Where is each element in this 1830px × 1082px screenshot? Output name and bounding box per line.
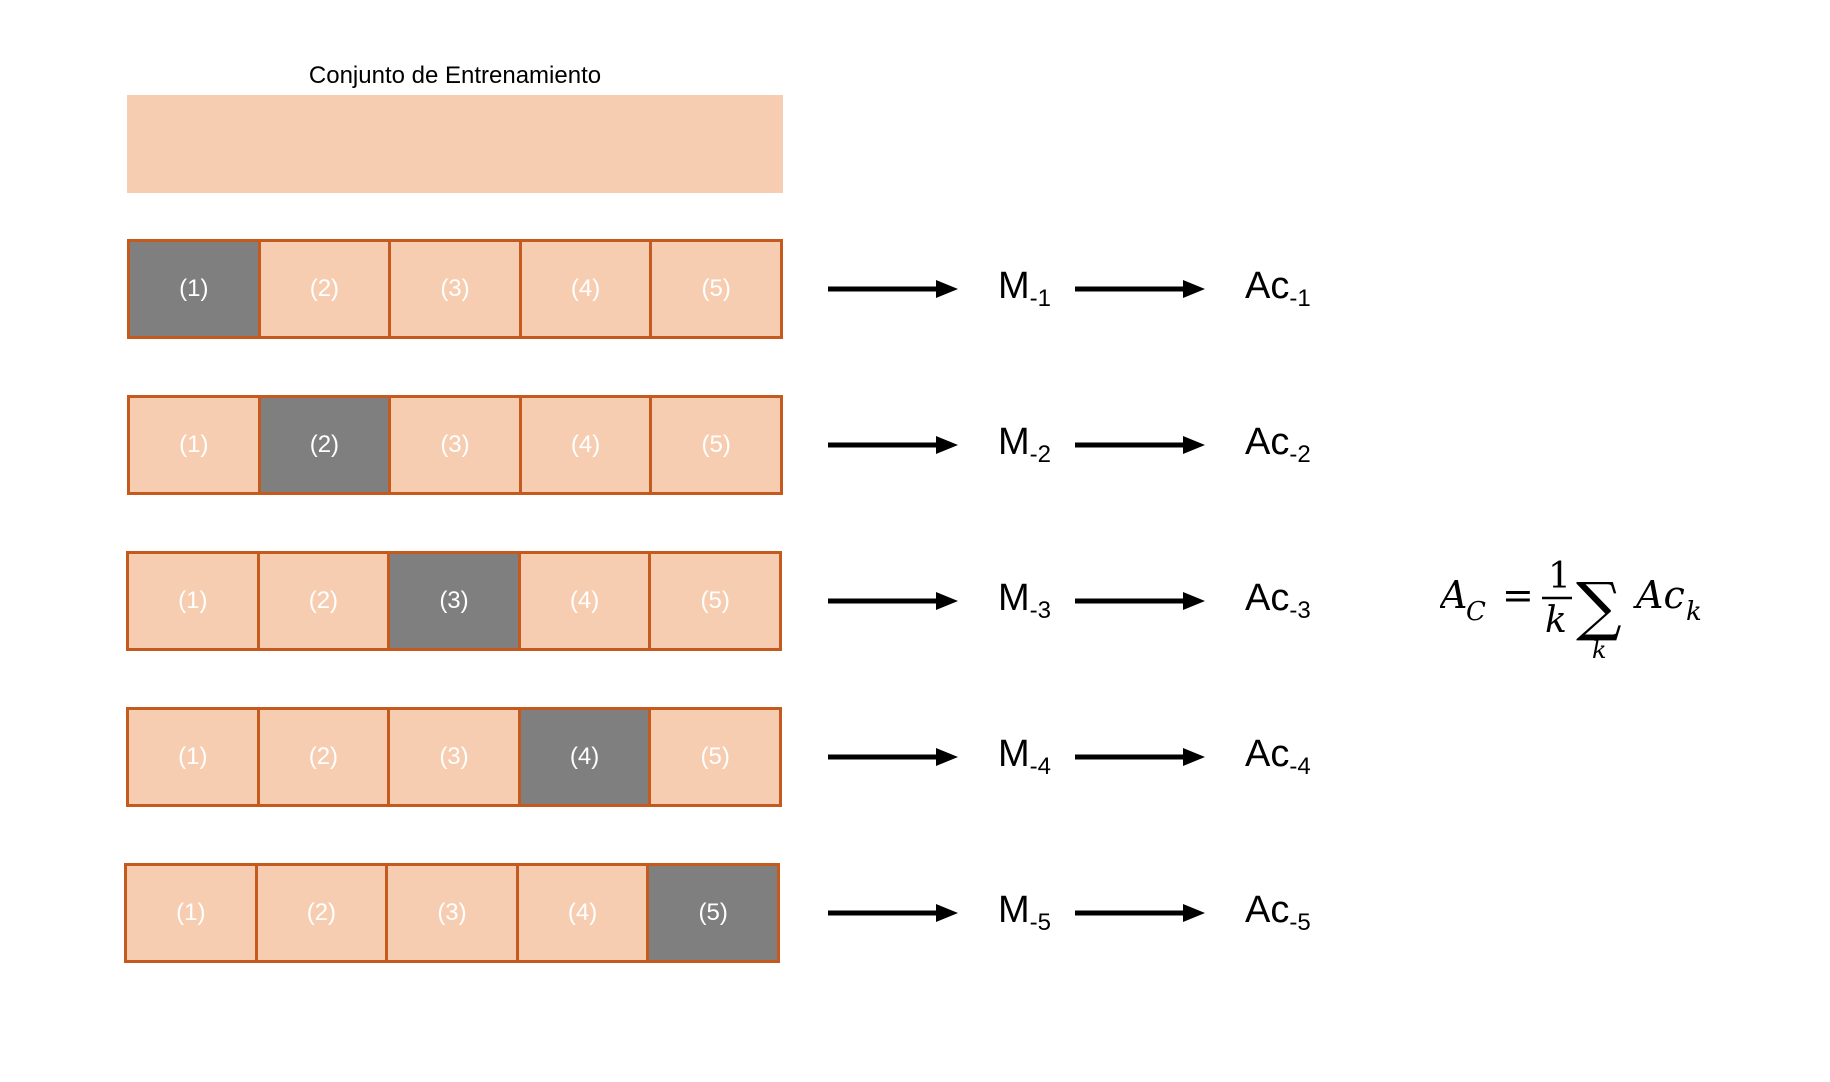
train-fold: (3) — [391, 398, 522, 492]
accuracy-label-text: Ac — [1245, 733, 1290, 775]
accuracy-label-sub: -2 — [1289, 441, 1311, 468]
train-fold: (2) — [257, 866, 389, 960]
test-fold: (4) — [520, 710, 652, 804]
model-label-text: M — [998, 265, 1030, 307]
training-set-bar — [127, 95, 783, 193]
arrow-to-model — [828, 904, 958, 922]
train-fold: (3) — [390, 710, 521, 804]
model-label-text: M — [998, 733, 1030, 775]
formula-term: Ac — [1633, 573, 1685, 617]
train-fold: (2) — [259, 710, 391, 804]
arrow-to-accuracy — [1075, 904, 1205, 922]
train-fold: (3) — [388, 866, 519, 960]
arrow-to-model — [828, 280, 958, 298]
accuracy-label-sub: -4 — [1289, 753, 1311, 780]
train-fold: (4) — [518, 866, 650, 960]
train-fold: (2) — [260, 242, 392, 336]
accuracy-label-sub: -1 — [1289, 285, 1311, 312]
training-set-title: Conjunto de Entrenamiento — [308, 62, 602, 89]
train-fold: (1) — [129, 710, 260, 804]
formula-lhs-sub: C — [1466, 597, 1486, 627]
fold-row-5: (1) (2) (3) (4) (5) — [124, 863, 780, 963]
test-fold: (2) — [260, 398, 392, 492]
accuracy-label-text: Ac — [1245, 889, 1290, 931]
arrow-to-model — [828, 436, 958, 454]
formula-sum-symbol: ∑ — [1576, 570, 1622, 644]
cv-accuracy-formula: A C = 1 k ∑ k Ac k — [1440, 556, 1702, 664]
train-fold: (2) — [259, 554, 391, 648]
accuracy-label: Ac-4 — [1245, 735, 1311, 779]
arrow-to-accuracy — [1075, 280, 1205, 298]
model-label: M-2 — [998, 423, 1051, 467]
model-label: M-3 — [998, 579, 1051, 623]
model-label-text: M — [998, 577, 1030, 619]
formula-lhs: A — [1440, 573, 1467, 617]
fold-row-4: (1) (2) (3) (4) (5) — [126, 707, 782, 807]
accuracy-label: Ac-2 — [1245, 423, 1311, 467]
accuracy-label-text: Ac — [1245, 265, 1290, 307]
arrow-to-model — [828, 592, 958, 610]
model-label: M-4 — [998, 735, 1051, 779]
accuracy-label: Ac-3 — [1245, 579, 1311, 623]
accuracy-label: Ac-1 — [1245, 267, 1311, 311]
model-label-sub: -5 — [1029, 909, 1051, 936]
model-label: M-1 — [998, 267, 1051, 311]
model-label-sub: -4 — [1029, 753, 1051, 780]
model-label-text: M — [998, 889, 1030, 931]
train-fold: (5) — [652, 398, 780, 492]
formula-numerator: 1 — [1548, 556, 1571, 597]
train-fold: (1) — [129, 554, 260, 648]
train-fold: (5) — [652, 242, 780, 336]
fold-row-2: (1) (2) (3) (4) (5) — [127, 395, 783, 495]
test-fold: (3) — [390, 554, 521, 648]
accuracy-label-text: Ac — [1245, 421, 1290, 463]
model-label: M-5 — [998, 891, 1051, 935]
test-fold: (1) — [130, 242, 261, 336]
formula-term-sub: k — [1686, 597, 1702, 627]
model-label-text: M — [998, 421, 1030, 463]
model-label-sub: -3 — [1029, 597, 1051, 624]
model-label-sub: -2 — [1029, 441, 1051, 468]
accuracy-label: Ac-5 — [1245, 891, 1311, 935]
fold-row-3: (1) (2) (3) (4) (5) — [126, 551, 782, 651]
train-fold: (5) — [651, 554, 779, 648]
accuracy-label-sub: -5 — [1289, 909, 1311, 936]
test-fold: (5) — [649, 866, 777, 960]
arrow-to-accuracy — [1075, 748, 1205, 766]
train-fold: (1) — [130, 398, 261, 492]
model-label-sub: -1 — [1029, 285, 1051, 312]
train-fold: (1) — [127, 866, 258, 960]
train-fold: (4) — [520, 554, 652, 648]
accuracy-label-text: Ac — [1245, 577, 1290, 619]
formula-sum-index: k — [1592, 636, 1607, 664]
accuracy-label-sub: -3 — [1289, 597, 1311, 624]
train-fold: (3) — [391, 242, 522, 336]
train-fold: (5) — [651, 710, 779, 804]
arrow-to-model — [828, 748, 958, 766]
formula-equals: = — [1502, 573, 1534, 617]
train-fold: (4) — [521, 242, 653, 336]
train-fold: (4) — [521, 398, 653, 492]
arrow-to-accuracy — [1075, 436, 1205, 454]
formula-denominator: k — [1545, 600, 1567, 641]
fold-row-1: (1) (2) (3) (4) (5) — [127, 239, 783, 339]
arrow-to-accuracy — [1075, 592, 1205, 610]
